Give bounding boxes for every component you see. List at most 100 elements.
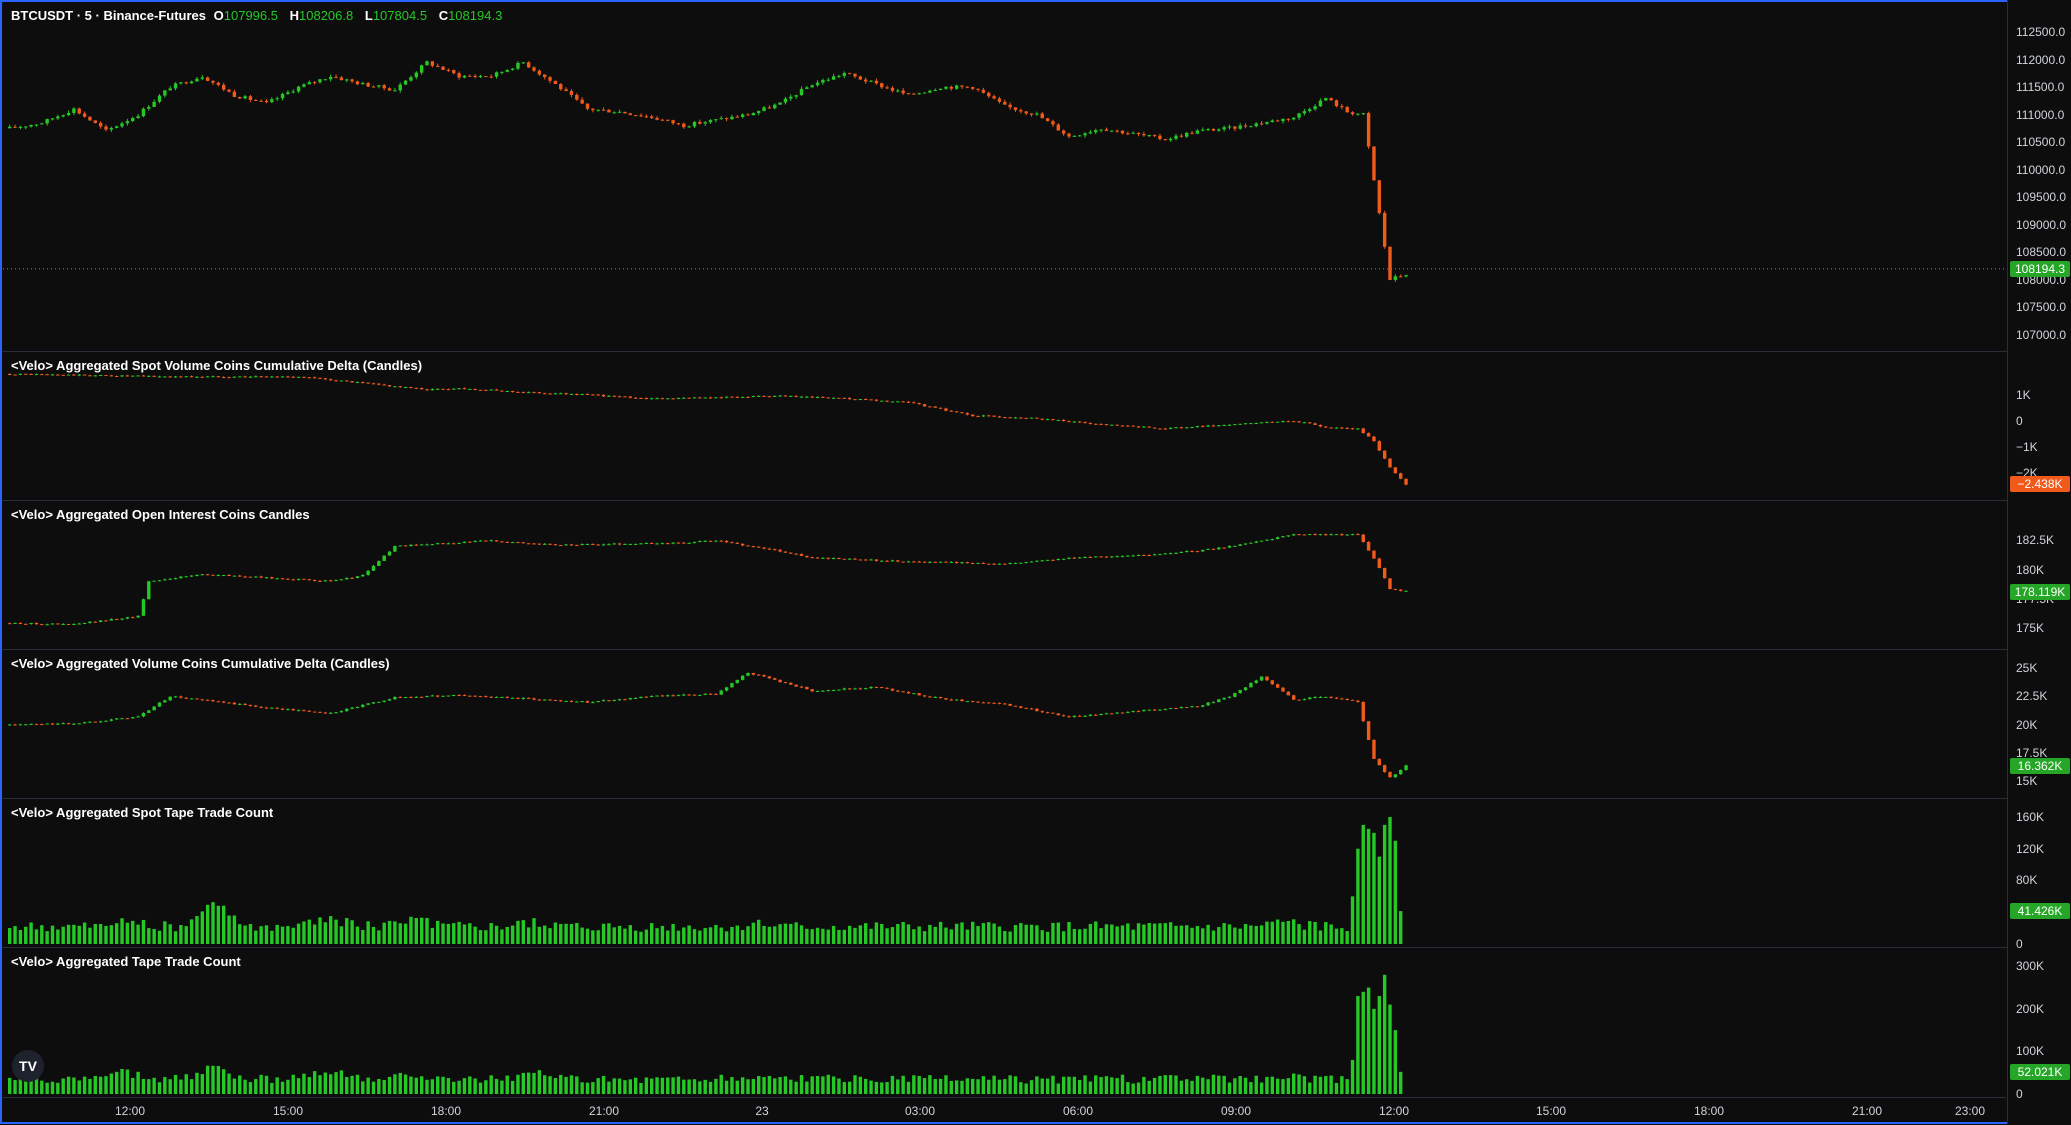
pane-separator[interactable]	[3, 351, 2071, 352]
candle	[334, 579, 338, 582]
volume-cvd-candles	[8, 672, 1408, 778]
candle	[115, 125, 119, 129]
trade-count-bar	[1115, 926, 1119, 944]
candle	[387, 698, 392, 701]
candle	[409, 386, 413, 389]
trade-count-bar	[708, 927, 713, 944]
candle	[189, 375, 194, 378]
candle	[8, 723, 12, 726]
trade-count-bar	[82, 1076, 87, 1094]
y-tick-label: 0	[2016, 1087, 2023, 1101]
candle	[184, 575, 188, 578]
trade-count-bar	[1233, 927, 1237, 944]
trade-count-bar	[885, 1082, 889, 1094]
pane-separator[interactable]	[3, 500, 2071, 501]
pane-separator[interactable]	[3, 649, 2071, 650]
candle	[575, 393, 579, 396]
price-pane[interactable]: BTCUSDT · 5 · Binance-Futures O107996.5 …	[3, 2, 2006, 350]
spot-cvd-pane[interactable]: <Velo> Aggregated Spot Volume Coins Cumu…	[3, 352, 2006, 499]
candle	[1083, 556, 1087, 558]
trade-count-bar	[168, 1079, 172, 1094]
candle	[628, 112, 632, 116]
trade-count-bar	[1072, 1076, 1077, 1094]
candle	[1056, 713, 1060, 716]
candle	[644, 397, 649, 400]
candle	[1350, 533, 1355, 536]
candle	[703, 540, 707, 542]
candle	[585, 393, 590, 396]
trade-count-bar	[387, 1076, 392, 1094]
trade-count-bar	[350, 1075, 354, 1094]
spot-cvd-candles	[8, 373, 1408, 486]
trade-count-bar	[944, 1075, 948, 1094]
candle	[1142, 131, 1146, 137]
candle	[500, 71, 504, 75]
trade-count-bar	[50, 925, 55, 944]
candle	[200, 574, 204, 576]
price-axis[interactable]	[2007, 0, 2071, 1124]
candle	[773, 103, 777, 110]
candle	[601, 543, 606, 546]
trade-count-bar	[617, 1078, 622, 1094]
trade-count-bar	[666, 1077, 670, 1094]
candle	[430, 388, 435, 391]
candle	[553, 543, 558, 546]
candle	[526, 697, 531, 699]
time-tick-label: 12:00	[1378, 1104, 1410, 1118]
candle	[1099, 129, 1103, 133]
trade-count-pane[interactable]: <Velo> Aggregated Tape Trade Count	[3, 948, 2006, 1096]
trade-count-bar	[254, 1079, 258, 1094]
symbol-legend[interactable]: BTCUSDT · 5 · Binance-Futures O107996.5 …	[11, 8, 510, 23]
trade-count-bar	[1195, 926, 1200, 944]
price-candles	[3, 60, 2006, 282]
volume-cvd-pane[interactable]: <Velo> Aggregated Volume Coins Cumulativ…	[3, 650, 2006, 797]
trade-count-bar	[585, 1082, 590, 1094]
trade-count-bar	[152, 1077, 156, 1094]
trade-count-bar	[981, 923, 986, 944]
trade-count-bar	[617, 925, 622, 944]
time-axis[interactable]	[3, 1097, 2006, 1125]
candle	[286, 90, 290, 95]
trade-count-bar	[484, 930, 488, 944]
candle	[1302, 534, 1307, 536]
trade-count-bar	[157, 1082, 162, 1094]
candle	[82, 374, 87, 376]
trade-count-bar	[1035, 1076, 1039, 1094]
candle	[778, 548, 782, 553]
spot-trade-count-pane[interactable]: <Velo> Aggregated Spot Tape Trade Count	[3, 799, 2006, 946]
trade-count-bar	[1078, 929, 1082, 944]
candle	[773, 548, 777, 551]
candle	[93, 120, 97, 124]
candle	[960, 85, 964, 89]
tradingview-logo-icon[interactable]: TV	[12, 1050, 44, 1082]
candle	[580, 393, 584, 396]
trade-count-bar	[981, 1076, 986, 1094]
candle	[457, 388, 461, 390]
candle	[1024, 110, 1028, 116]
candle	[1078, 421, 1082, 423]
trade-count-bar	[1131, 1083, 1135, 1094]
candle	[1404, 590, 1408, 592]
trade-count-bar	[366, 1077, 370, 1094]
candle	[489, 389, 493, 391]
candle	[1003, 99, 1007, 105]
trade-count-bar	[1083, 928, 1087, 944]
pane-separator[interactable]	[3, 798, 2071, 799]
candle	[1292, 117, 1296, 121]
symbol-label[interactable]: BTCUSDT · 5 · Binance-Futures	[11, 8, 207, 23]
candle	[339, 76, 344, 81]
trade-count-bar	[821, 1076, 825, 1094]
trade-count-bar	[307, 1077, 311, 1094]
candle	[34, 723, 39, 725]
trade-count-bar	[211, 902, 215, 944]
candle	[543, 542, 547, 545]
trade-count-bar	[778, 1077, 782, 1094]
candle	[1227, 424, 1232, 426]
candle	[971, 700, 975, 703]
candle	[1366, 541, 1371, 551]
candle	[1292, 420, 1296, 423]
open-interest-pane[interactable]: <Velo> Aggregated Open Interest Coins Ca…	[3, 501, 2006, 648]
candle	[757, 395, 761, 397]
candle	[815, 556, 820, 559]
pane-separator[interactable]	[3, 947, 2071, 948]
